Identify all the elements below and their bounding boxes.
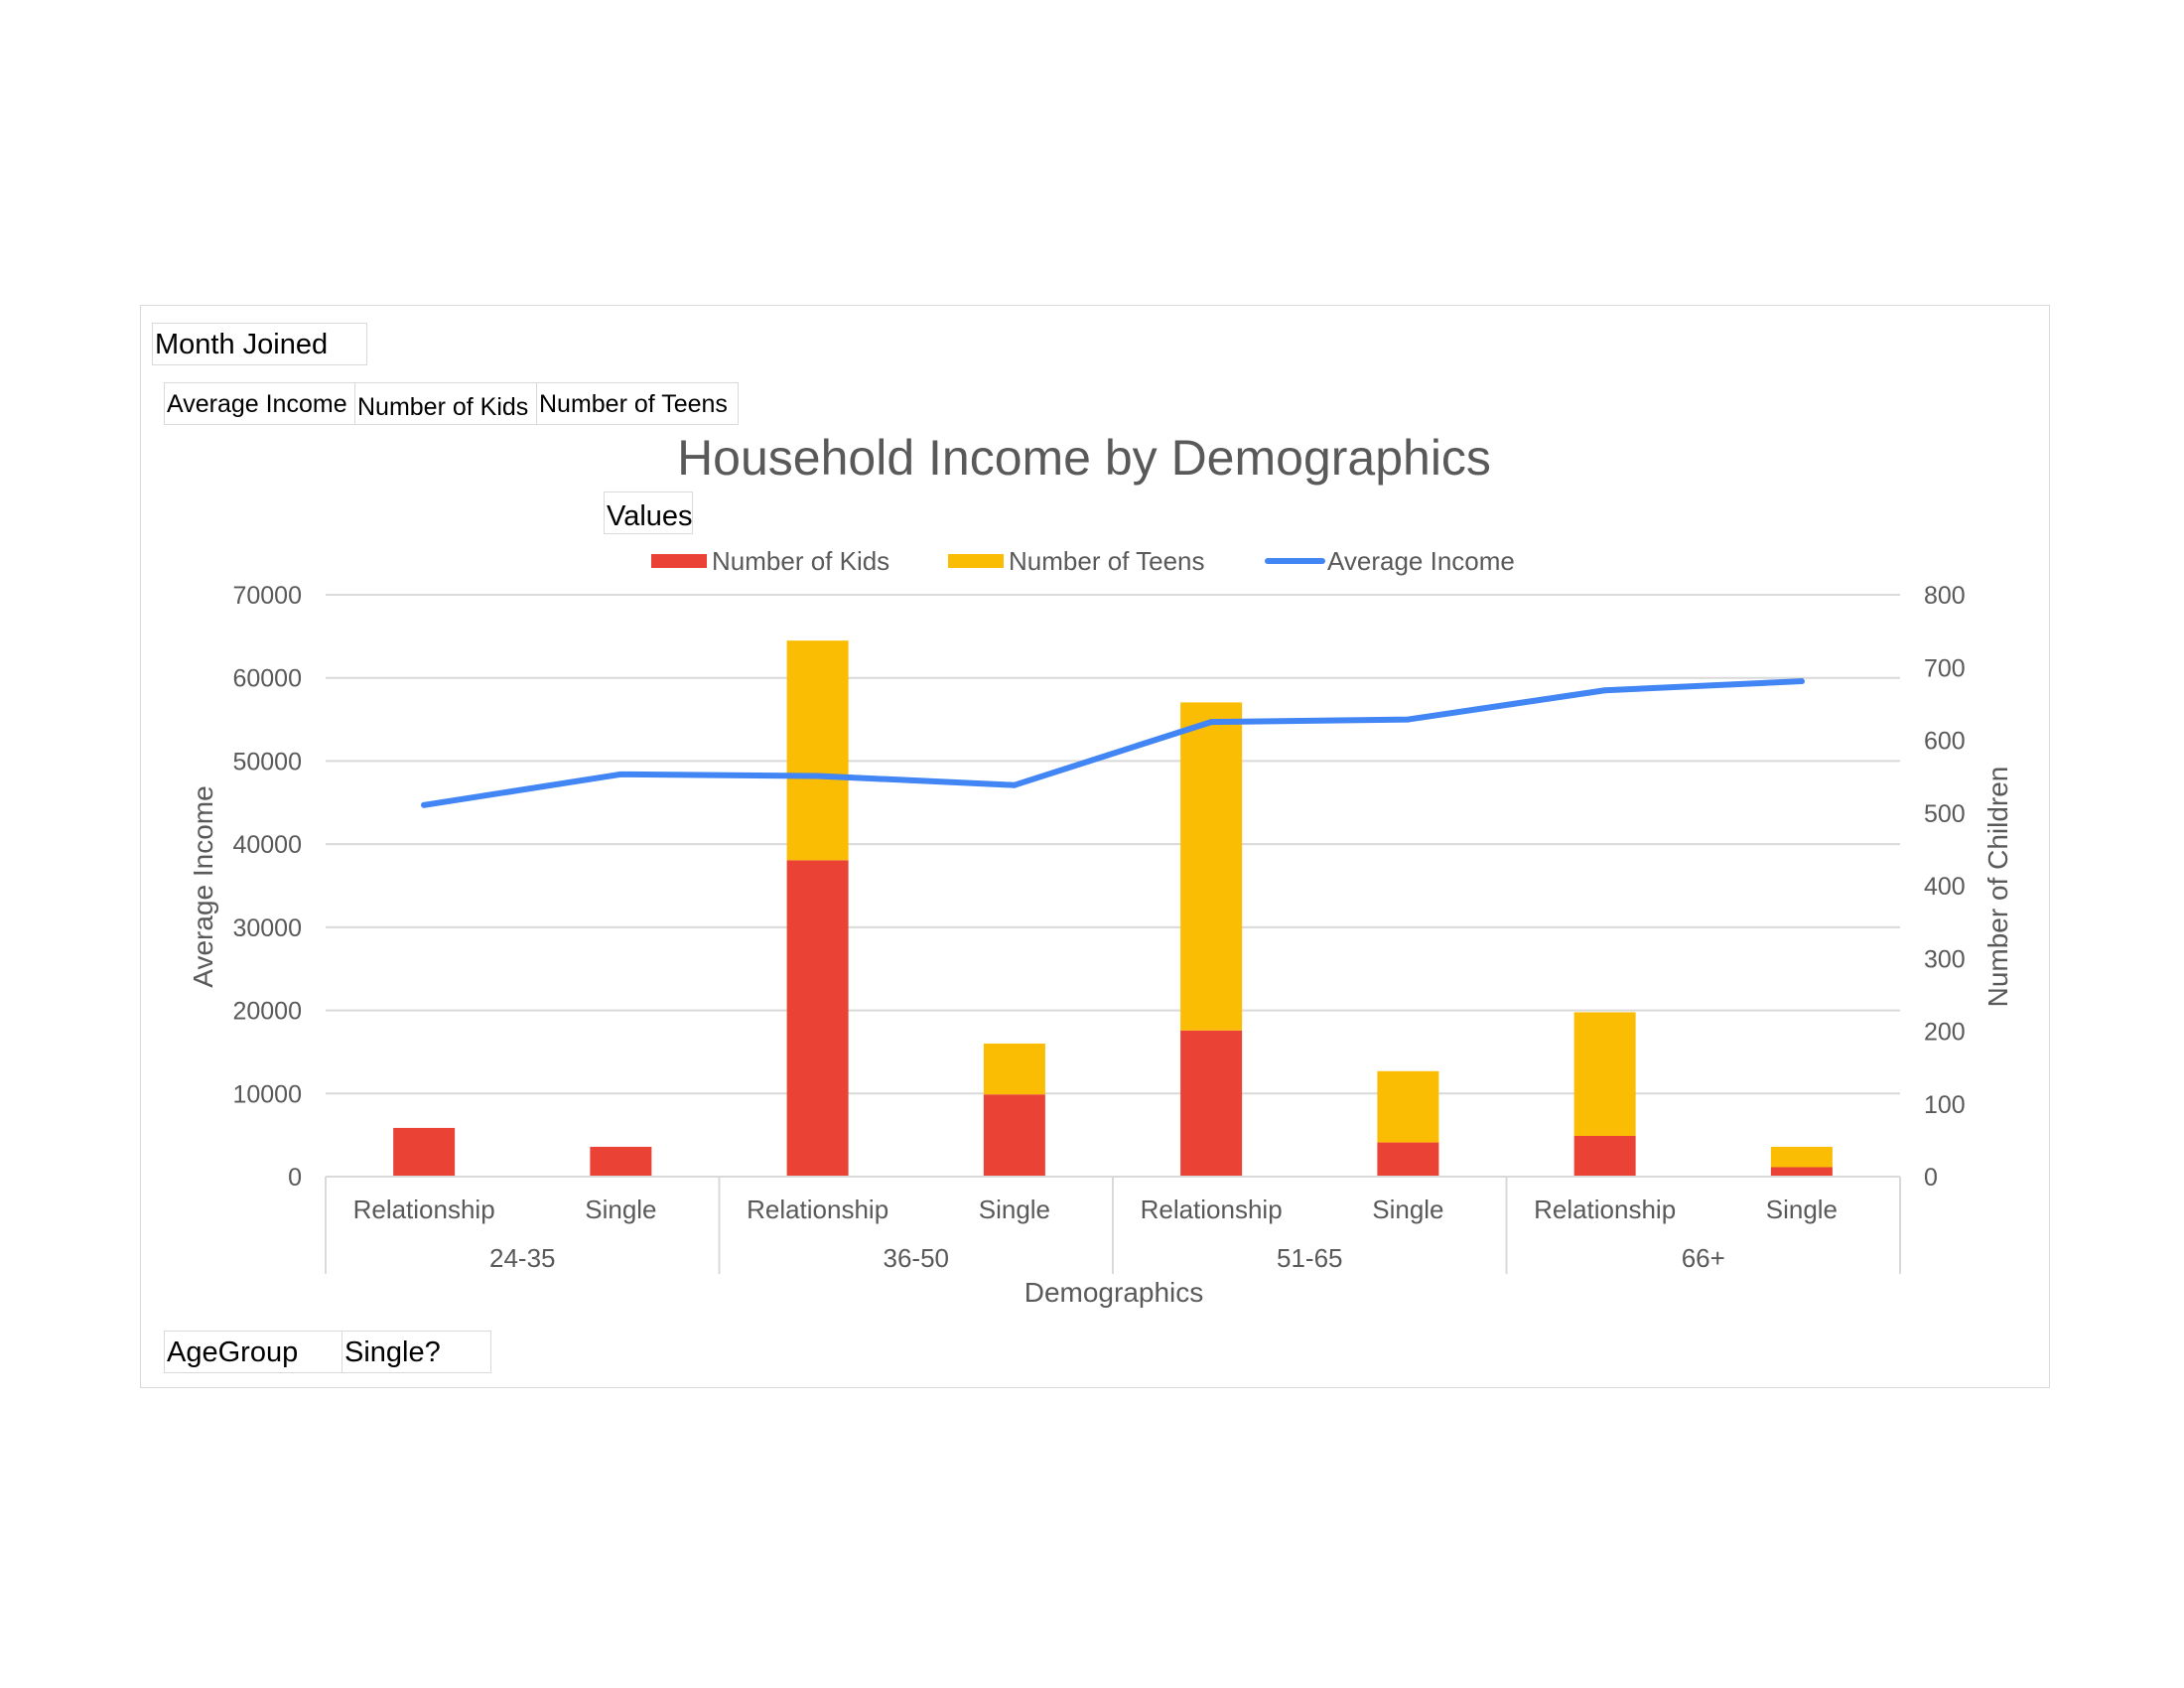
y-tick-label: 20000 xyxy=(232,998,302,1026)
bar-kids xyxy=(1180,1030,1243,1177)
income-point xyxy=(814,773,821,779)
pivot-value-field-number-of-teens[interactable]: Number of Teens xyxy=(536,382,739,425)
axes: 0 10000 20000 30000 40000 50000 60000 70000 0 100… xyxy=(232,582,1966,1274)
x-group-label: 51-65 xyxy=(1277,1243,1343,1273)
y2-tick-label: 100 xyxy=(1924,1091,1966,1119)
bar-teens xyxy=(1377,1070,1439,1143)
bar-teens xyxy=(786,640,849,861)
y-tick-label: 60000 xyxy=(232,665,302,693)
y2-tick-label: 500 xyxy=(1924,800,1966,828)
x-tick-label: Single xyxy=(585,1195,656,1224)
pivot-value-field-number-of-kids[interactable]: Number of Kids xyxy=(354,382,537,425)
x-group-label: 24-35 xyxy=(489,1243,556,1273)
income-point xyxy=(617,771,624,777)
y2-tick-label: 300 xyxy=(1924,945,1966,973)
y-tick-label: 10000 xyxy=(232,1080,302,1108)
pivot-axis-field-agegroup[interactable]: AgeGroup xyxy=(164,1331,343,1373)
x-tick-label: Relationship xyxy=(747,1195,888,1224)
y2-tick-label: 0 xyxy=(1924,1164,1938,1192)
y-axis-title[interactable]: Average Income xyxy=(188,785,218,987)
y-tick-label: 70000 xyxy=(232,582,302,610)
income-point xyxy=(421,801,428,808)
x-tick-label: Single xyxy=(1766,1195,1838,1224)
legend-label-kids: Number of Kids xyxy=(712,546,889,576)
x-axis-title[interactable]: Demographics xyxy=(1024,1277,1204,1308)
income-point xyxy=(1208,719,1215,726)
bar-kids xyxy=(393,1127,456,1177)
legend-label-income: Average Income xyxy=(1327,546,1515,576)
chart-area[interactable]: 0 10000 20000 30000 40000 50000 60000 70000 0 100… xyxy=(140,305,2050,1388)
x-tick-label: Single xyxy=(1372,1195,1443,1224)
bar-series[interactable] xyxy=(393,640,1833,1177)
bar-teens xyxy=(1573,1012,1636,1136)
y-tick-label: 50000 xyxy=(232,748,302,775)
pivot-filter-field-month-joined[interactable]: Month Joined xyxy=(152,323,367,365)
y2-tick-label: 400 xyxy=(1924,873,1966,901)
y-tick-label: 0 xyxy=(288,1164,302,1192)
legend-label-teens: Number of Teens xyxy=(1009,546,1205,576)
legend[interactable]: Number of Kids Number of Teens Average I… xyxy=(651,546,1515,576)
chart-title[interactable]: Household Income by Demographics xyxy=(677,430,1491,486)
x-tick-label: Relationship xyxy=(353,1195,495,1224)
bar-teens xyxy=(1180,702,1243,1031)
bar-kids xyxy=(1377,1142,1439,1177)
income-point xyxy=(1405,716,1412,723)
income-point xyxy=(1601,687,1608,694)
chart-svg: 0 10000 20000 30000 40000 50000 60000 70000 0 100… xyxy=(188,430,2013,1308)
legend-swatch-kids xyxy=(651,554,707,568)
y-tick-label: 40000 xyxy=(232,831,302,859)
x-tick-label: Relationship xyxy=(1534,1195,1676,1224)
y2-tick-label: 800 xyxy=(1924,582,1966,610)
pivot-values-field[interactable]: Values xyxy=(604,492,693,534)
pivot-value-field-average-income[interactable]: Average Income xyxy=(164,382,356,425)
bar-kids xyxy=(1573,1135,1636,1177)
bar-kids xyxy=(590,1146,652,1177)
x-tick-label: Single xyxy=(979,1195,1050,1224)
bar-kids xyxy=(786,860,849,1177)
legend-swatch-teens xyxy=(948,554,1004,568)
bar-kids xyxy=(983,1094,1045,1177)
y2-axis-title[interactable]: Number of Children xyxy=(1982,767,2013,1008)
bar-kids xyxy=(1770,1167,1833,1177)
x-tick-label: Relationship xyxy=(1141,1195,1283,1224)
y2-tick-label: 700 xyxy=(1924,654,1966,682)
y2-tick-label: 200 xyxy=(1924,1019,1966,1047)
x-group-label: 66+ xyxy=(1682,1243,1725,1273)
income-point xyxy=(1011,781,1018,788)
gridlines xyxy=(326,594,1900,1178)
bar-teens xyxy=(983,1043,1045,1095)
pivot-axis-field-single[interactable]: Single? xyxy=(341,1331,491,1373)
income-point xyxy=(1798,678,1805,685)
bar-teens xyxy=(1770,1146,1833,1168)
x-group-label: 36-50 xyxy=(884,1243,950,1273)
y-tick-label: 30000 xyxy=(232,914,302,942)
income-line xyxy=(421,678,1805,808)
y2-tick-label: 600 xyxy=(1924,728,1966,756)
line-series[interactable] xyxy=(421,678,1805,808)
